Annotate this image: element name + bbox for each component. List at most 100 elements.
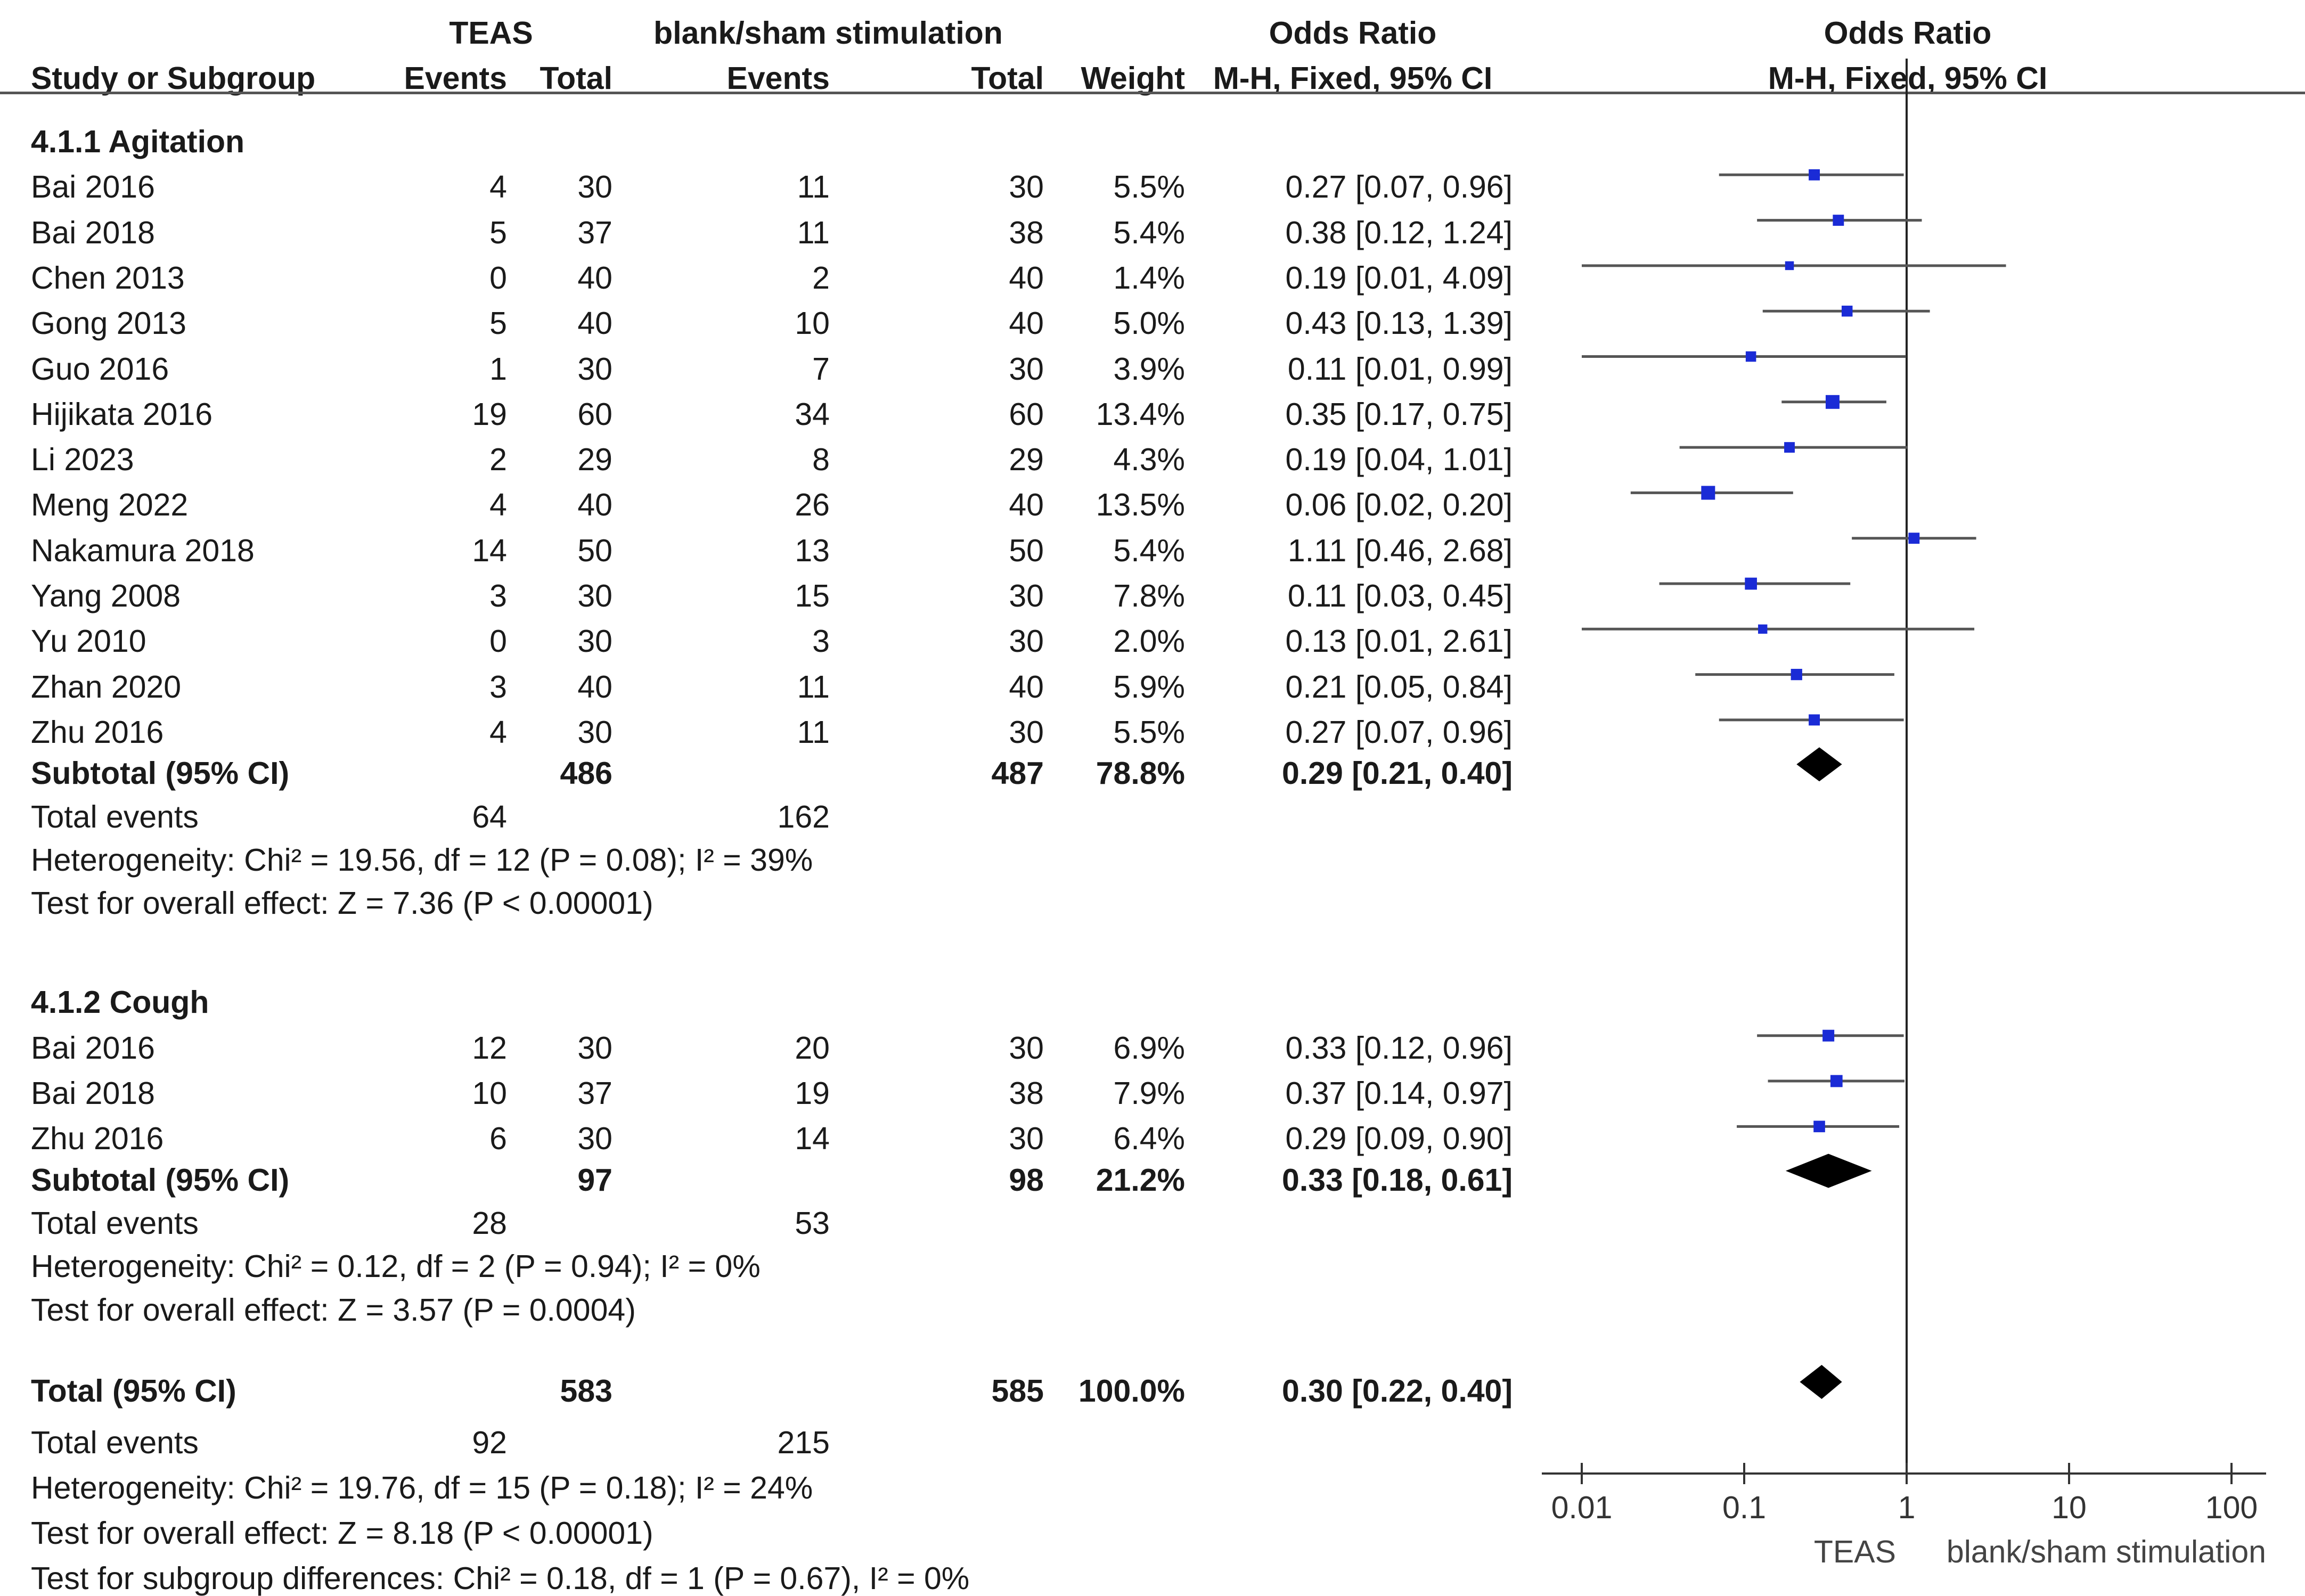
total1-cell: 30 — [577, 351, 612, 387]
study-name: Yang 2008 — [31, 578, 181, 613]
subgroup-diff-text: Test for subgroup differences: Chi² = 0.… — [31, 1561, 970, 1596]
study-name: Bai 2016 — [31, 169, 155, 205]
total1-cell: 30 — [577, 624, 612, 659]
point-marker — [1745, 351, 1756, 362]
total-events1: 64 — [472, 799, 507, 834]
point-marker — [1833, 215, 1844, 226]
total1-cell: 40 — [577, 487, 612, 523]
summary-diamond — [1800, 1365, 1842, 1399]
total-total2: 585 — [991, 1373, 1044, 1409]
study-name: Bai 2018 — [31, 215, 155, 250]
weight-cell: 5.5% — [1113, 169, 1185, 205]
study-name: Zhu 2016 — [31, 1121, 164, 1157]
events1-cell: 6 — [489, 1121, 507, 1157]
events1-cell: 0 — [489, 624, 507, 659]
or-ci-cell: 0.27 [0.07, 0.96] — [1285, 169, 1513, 205]
events2-cell: 7 — [812, 351, 830, 387]
total1-cell: 37 — [577, 1076, 612, 1111]
point-marker — [1758, 624, 1768, 634]
weight-cell: 5.4% — [1113, 215, 1185, 250]
weight-cell: 5.4% — [1113, 533, 1185, 568]
group1-header: TEAS — [449, 15, 533, 51]
study-name: Meng 2022 — [31, 487, 189, 523]
weight-cell: 6.4% — [1113, 1121, 1185, 1157]
events1-cell: 5 — [489, 306, 507, 341]
study-name: Zhan 2020 — [31, 669, 182, 705]
x-tick-label: 10 — [2051, 1490, 2087, 1525]
x-tick-label: 1 — [1898, 1490, 1916, 1525]
x-tick-label: 0.1 — [1722, 1490, 1767, 1525]
events1-cell: 3 — [489, 669, 507, 705]
subtotal-total2: 98 — [1009, 1162, 1044, 1198]
total1-cell: 40 — [577, 306, 612, 341]
total1-header: Total — [540, 61, 612, 96]
events2-cell: 10 — [795, 306, 830, 341]
events2-header: Events — [726, 61, 830, 96]
events1-cell: 3 — [489, 578, 507, 613]
header-rule — [0, 92, 2305, 94]
point-marker — [1908, 533, 1920, 544]
events2-cell: 8 — [812, 442, 830, 478]
total2-cell: 30 — [1009, 1030, 1044, 1066]
events1-cell: 14 — [472, 533, 507, 568]
weight-cell: 5.9% — [1113, 669, 1185, 705]
or-ci-cell: 1.11 [0.46, 2.68] — [1287, 533, 1513, 568]
or-ci-cell: 0.21 [0.05, 0.84] — [1285, 669, 1513, 705]
or-ci-cell: 0.19 [0.04, 1.01] — [1285, 442, 1513, 478]
total2-cell: 40 — [1009, 260, 1044, 296]
subtotal-or-ci: 0.33 [0.18, 0.61] — [1282, 1162, 1513, 1198]
subgroup-title: 4.1.1 Agitation — [31, 124, 245, 159]
weight-cell: 4.3% — [1113, 442, 1185, 478]
total2-cell: 38 — [1009, 1076, 1044, 1111]
overall-effect-text: Test for overall effect: Z = 3.57 (P = 0… — [31, 1292, 636, 1328]
events1-cell: 4 — [489, 487, 507, 523]
weight-cell: 5.5% — [1113, 714, 1185, 750]
total2-cell: 30 — [1009, 578, 1044, 613]
subtotal-weight: 78.8% — [1096, 756, 1185, 791]
events2-cell: 15 — [795, 578, 830, 613]
summary-diamond — [1785, 1153, 1872, 1188]
favours-left-label: TEAS — [1813, 1534, 1896, 1569]
weight-header: Weight — [1081, 61, 1185, 96]
summary-diamond — [1796, 747, 1842, 782]
or-ci-cell: 0.06 [0.02, 0.20] — [1285, 487, 1513, 523]
point-marker — [1825, 395, 1840, 409]
total-events-label: Total events — [31, 799, 199, 834]
total1-cell: 30 — [577, 169, 612, 205]
point-marker — [1822, 1029, 1835, 1042]
or-ci-cell: 0.11 [0.03, 0.45] — [1287, 578, 1513, 613]
study-name: Gong 2013 — [31, 306, 186, 341]
total2-cell: 30 — [1009, 1121, 1044, 1157]
heterogeneity-text: Heterogeneity: Chi² = 0.12, df = 2 (P = … — [31, 1249, 761, 1284]
total-events1: 28 — [472, 1205, 507, 1241]
total2-cell: 40 — [1009, 669, 1044, 705]
total1-cell: 30 — [577, 714, 612, 750]
total2-cell: 29 — [1009, 442, 1044, 478]
total1-cell: 60 — [577, 396, 612, 432]
total2-cell: 40 — [1009, 487, 1044, 523]
events1-cell: 5 — [489, 215, 507, 250]
events1-cell: 10 — [472, 1076, 507, 1111]
subgroup-title: 4.1.2 Cough — [31, 985, 209, 1020]
weight-cell: 1.4% — [1113, 260, 1185, 296]
weight-cell: 2.0% — [1113, 624, 1185, 659]
total1-cell: 30 — [577, 578, 612, 613]
subtotal-total1: 97 — [577, 1162, 612, 1198]
total1-cell: 30 — [577, 1030, 612, 1066]
group2-header: blank/sham stimulation — [653, 15, 1003, 51]
events1-cell: 4 — [489, 714, 507, 750]
total2-cell: 30 — [1009, 169, 1044, 205]
events2-cell: 34 — [795, 396, 830, 432]
total1-cell: 40 — [577, 260, 612, 296]
events2-cell: 11 — [797, 169, 830, 205]
total-events2: 162 — [777, 799, 830, 834]
point-marker — [1791, 668, 1802, 681]
study-name: Bai 2016 — [31, 1030, 155, 1066]
subtotal-label: Subtotal (95% CI) — [31, 756, 290, 791]
study-name: Zhu 2016 — [31, 714, 164, 750]
point-marker — [1701, 486, 1715, 500]
events2-cell: 3 — [812, 624, 830, 659]
favours-right-label: blank/sham stimulation — [1946, 1534, 2266, 1569]
weight-cell: 6.9% — [1113, 1030, 1185, 1066]
subtotal-weight: 21.2% — [1096, 1162, 1185, 1198]
